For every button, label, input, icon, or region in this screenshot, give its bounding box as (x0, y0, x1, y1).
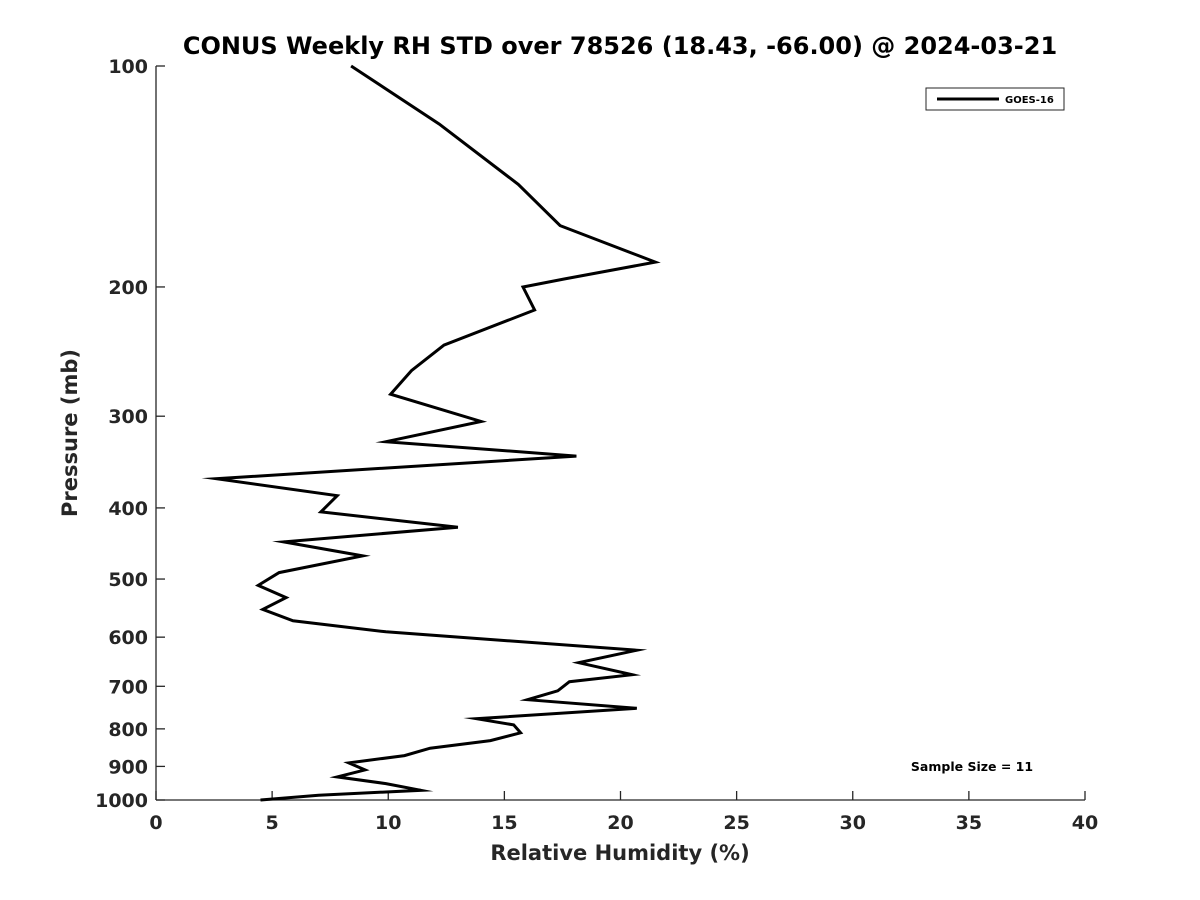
y-tick-label-900: 900 (108, 756, 148, 778)
y-tick-label-200: 200 (108, 277, 148, 299)
y-ticks: 100 200 300 400 500 600 700 800 900 1000 (95, 56, 165, 812)
y-tick-label-1000: 1000 (95, 790, 148, 812)
y-tick-label-600: 600 (108, 627, 148, 649)
legend-label-goes-16: GOES-16 (1005, 95, 1054, 106)
series-layer (201, 64, 661, 802)
y-tick-label-300: 300 (108, 406, 148, 428)
x-tick-label-20: 20 (607, 812, 633, 834)
x-tick-label-15: 15 (491, 812, 517, 834)
x-ticks: 0 5 10 15 20 25 30 35 40 (149, 791, 1098, 834)
y-axis-label: Pressure (mb) (58, 349, 82, 517)
chart-title: CONUS Weekly RH STD over 78526 (18.43, -… (183, 32, 1057, 60)
sample-size-annotation: Sample Size = 11 (911, 759, 1033, 774)
legend: GOES-16 (925, 87, 1065, 111)
x-tick-label-40: 40 (1072, 812, 1098, 834)
x-tick-label-30: 30 (840, 812, 866, 834)
x-tick-label-0: 0 (149, 812, 162, 834)
y-tick-label-100: 100 (108, 56, 148, 78)
y-tick-label-700: 700 (108, 676, 148, 698)
series-line-goes-16 (201, 64, 661, 802)
x-tick-label-10: 10 (375, 812, 401, 834)
y-tick-label-500: 500 (108, 569, 148, 591)
y-tick-label-400: 400 (108, 498, 148, 520)
y-tick-label-800: 800 (108, 719, 148, 741)
axes (155, 66, 1085, 801)
x-axis-label: Relative Humidity (%) (490, 841, 749, 865)
x-tick-label-25: 25 (723, 812, 749, 834)
x-tick-label-35: 35 (956, 812, 982, 834)
x-tick-label-5: 5 (266, 812, 279, 834)
